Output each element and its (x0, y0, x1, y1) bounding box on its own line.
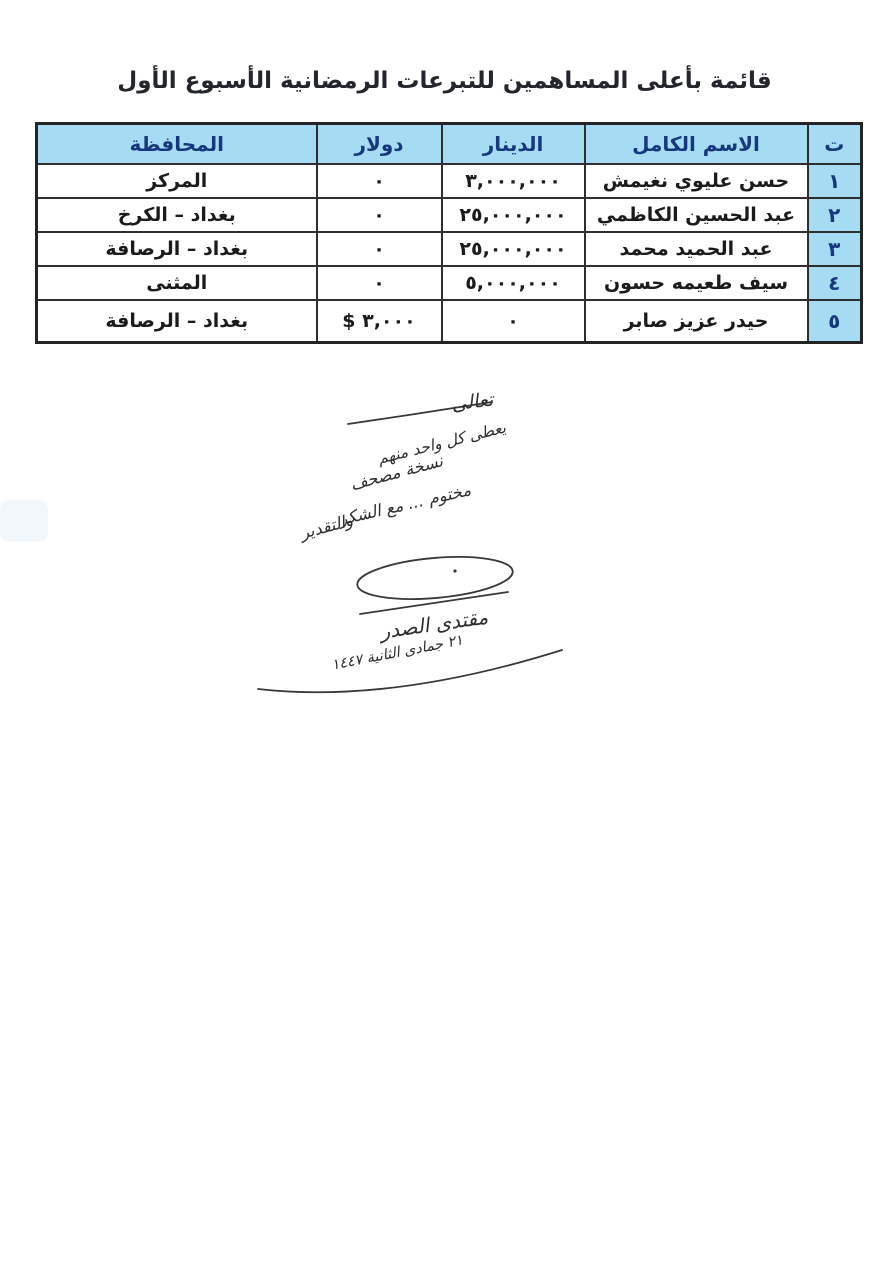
signature-oval (356, 556, 514, 600)
dollar-amount: ٠ (315, 231, 443, 267)
col-header-province: المحافظة (35, 122, 318, 165)
table-header-row: ت الاسم الكامل الدينار دولار المحافظة (35, 122, 863, 165)
dinar-amount: ٣,٠٠٠,٠٠٠ (440, 163, 586, 199)
dinar-amount: ٠ (440, 299, 586, 344)
dollar-amount: $ ٣,٠٠٠ (315, 299, 443, 344)
col-header-dollar: دولار (315, 122, 443, 165)
handwritten-line: والتقدير (296, 511, 355, 545)
table-row: ٤ سيف طعيمه حسون ٥,٠٠٠,٠٠٠ ٠ المثنى (35, 265, 863, 301)
province: المركز (35, 163, 318, 199)
row-index: ٣ (806, 231, 863, 267)
col-header-index: ت (806, 122, 863, 165)
col-header-full-name: الاسم الكامل (583, 122, 809, 165)
row-index: ٢ (806, 197, 863, 233)
donor-name: عبد الحسين الكاظمي (583, 197, 809, 233)
donors-table: ت الاسم الكامل الدينار دولار المحافظة ١ … (35, 122, 863, 344)
table-row: ٢ عبد الحسين الكاظمي ٢٥,٠٠٠,٠٠٠ ٠ بغداد … (35, 197, 863, 233)
handwritten-note: تعالى يعطى كل واحد منهم نسخة مصحف مختوم … (257, 388, 563, 694)
signature-strike-line (359, 591, 509, 615)
scan-smudge-artifact (0, 500, 48, 542)
table-row: ٣ عبد الحميد محمد ٢٥,٠٠٠,٠٠٠ ٠ بغداد – ا… (35, 231, 863, 267)
row-index: ١ (806, 163, 863, 199)
province: المثنى (35, 265, 318, 301)
ink-dot (453, 569, 457, 573)
donor-name: حيدر عزيز صابر (583, 299, 809, 344)
row-index: ٤ (806, 265, 863, 301)
dinar-amount: ٥,٠٠٠,٠٠٠ (440, 265, 586, 301)
table-row: ٥ حيدر عزيز صابر ٠ $ ٣,٠٠٠ بغداد – الرصا… (35, 299, 863, 344)
province: بغداد – الرصافة (35, 299, 318, 344)
col-header-dinar: الدينار (440, 122, 586, 165)
donor-name: حسن عليوي نغيمش (583, 163, 809, 199)
province: بغداد – الرصافة (35, 231, 318, 267)
blessing-elongation-stroke (347, 401, 493, 425)
dinar-amount: ٢٥,٠٠٠,٠٠٠ (440, 231, 586, 267)
row-index: ٥ (806, 299, 863, 344)
dinar-amount: ٢٥,٠٠٠,٠٠٠ (440, 197, 586, 233)
handwritten-blessing: تعالى (450, 388, 496, 415)
dollar-amount: ٠ (315, 163, 443, 199)
document-title: قائمة بأعلى المساهمين للتبرعات الرمضانية… (117, 68, 772, 94)
flourish-underline-stroke (257, 649, 563, 694)
dollar-amount: ٠ (315, 197, 443, 233)
table-row: ١ حسن عليوي نغيمش ٣,٠٠٠,٠٠٠ ٠ المركز (35, 163, 863, 199)
donor-name: عبد الحميد محمد (583, 231, 809, 267)
dollar-amount: ٠ (315, 265, 443, 301)
donor-name: سيف طعيمه حسون (583, 265, 809, 301)
province: بغداد – الكرخ (35, 197, 318, 233)
